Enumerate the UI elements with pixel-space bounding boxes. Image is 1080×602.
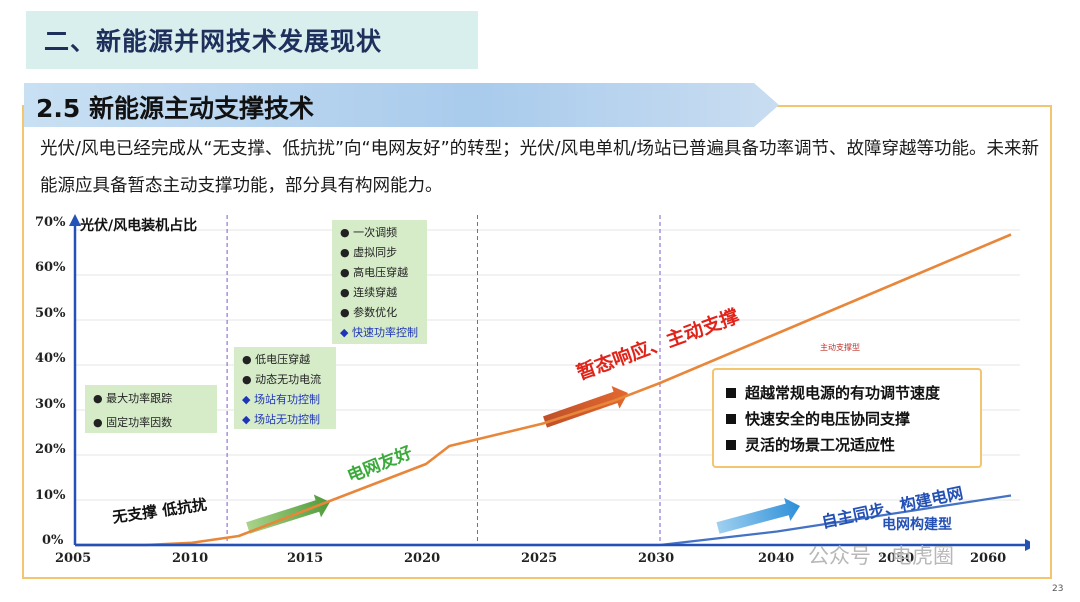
x-tick-label: 2010 (172, 551, 209, 566)
feature-item: ● 虚拟同步 (340, 246, 398, 259)
capability-item: 快速安全的电压协同支撑 (726, 408, 910, 429)
arrow-grid-forming (716, 497, 800, 534)
section-title-bar: 二、新能源并网技术发展现状 (26, 11, 478, 69)
x-tick-label: 2060 (970, 551, 1007, 566)
y-axis-label: 光伏/风电装机占比 (80, 218, 198, 234)
arrow-grid-friendly (246, 494, 331, 534)
feature-item: ● 最大功率跟踪 (93, 392, 173, 405)
axis-layer (69, 214, 1037, 551)
feature-item: ● 固定功率因数 (93, 416, 173, 429)
x-tick-label: 2030 (638, 551, 675, 566)
feature-item: ◆ 场站有功控制 (242, 393, 320, 406)
feature-item: ● 低电压穿越 (242, 353, 311, 366)
feature-item: ◆ 场站无功控制 (242, 413, 320, 426)
subsection-band (24, 83, 779, 127)
feature-box-stage1: ● 最大功率跟踪 ● 固定功率因数 (85, 385, 217, 433)
x-axis-arrowhead (1025, 539, 1037, 551)
x-tick-label: 2015 (287, 551, 324, 566)
y-tick-label: 40% (35, 351, 66, 366)
y-axis-arrowhead (69, 214, 81, 226)
feature-item: ● 连续穿越 (340, 286, 398, 299)
subsection-band-shape (24, 83, 779, 127)
y-tick-label: 50% (35, 306, 66, 321)
arrow-active-support-shape (543, 386, 628, 428)
y-tick-label: 10% (35, 488, 66, 503)
y-tick-label: 30% (35, 397, 66, 412)
feature-item: ● 动态无功电流 (242, 373, 322, 386)
feature-item: ● 高电压穿越 (340, 266, 409, 279)
watermark: 公众号 · 电虎圈 (808, 544, 955, 568)
x-tick-label: 2005 (55, 551, 92, 566)
y-tick-label: 0% (42, 533, 64, 548)
series-line (75, 233, 1012, 547)
page-number: 23 (1052, 584, 1064, 594)
intro-paragraph: 光伏/风电已经完成从“无支撑、低抗扰”向“电网友好”的转型；光伏/风电单机/场站… (40, 139, 1039, 196)
y-tick-label: 60% (35, 260, 66, 275)
arrow-grid-forming-shape (716, 497, 800, 534)
feature-item: ● 参数优化 (340, 306, 398, 319)
chart-area: 光伏/风电装机占比 70% 60% 50% 40% 30% 20% 10% 0%… (30, 210, 1037, 566)
y-tick-label: 20% (35, 442, 66, 457)
series-label-grid-forming: 电网构建型 (882, 517, 952, 533)
series-label-active-support: 主动支撑型 (820, 343, 860, 352)
capability-item: 灵活的场景工况适应性 (726, 434, 895, 455)
arrow-grid-friendly-shape (246, 494, 331, 534)
feature-box-stage3: ● 一次调频 ● 虚拟同步 ● 高电压穿越 ● 连续穿越 ● 参数优化 ◆ 快速… (332, 220, 427, 344)
feature-box-stage2: ● 低电压穿越 ● 动态无功电流 ◆ 场站有功控制 ◆ 场站无功控制 (234, 347, 336, 429)
section-title: 二、新能源并网技术发展现状 (44, 27, 383, 56)
x-tick-label: 2040 (758, 551, 795, 566)
feature-item: ◆ 快速功率控制 (340, 326, 418, 339)
capability-box: 超越常规电源的有功调节速度 快速安全的电压协同支撑 灵活的场景工况适应性 (712, 368, 982, 468)
x-tick-label: 2020 (404, 551, 441, 566)
grid-layer (75, 215, 1020, 545)
feature-item: ● 一次调频 (340, 226, 398, 239)
chart-svg (69, 214, 1037, 551)
y-tick-label: 70% (35, 215, 66, 230)
arrow-active-support (543, 386, 628, 428)
capability-item: 超越常规电源的有功调节速度 (726, 382, 940, 403)
x-tick-label: 2050 (878, 551, 915, 566)
subsection-title: 2.5 新能源主动支撑技术 (36, 94, 314, 123)
x-tick-label: 2025 (521, 551, 558, 566)
